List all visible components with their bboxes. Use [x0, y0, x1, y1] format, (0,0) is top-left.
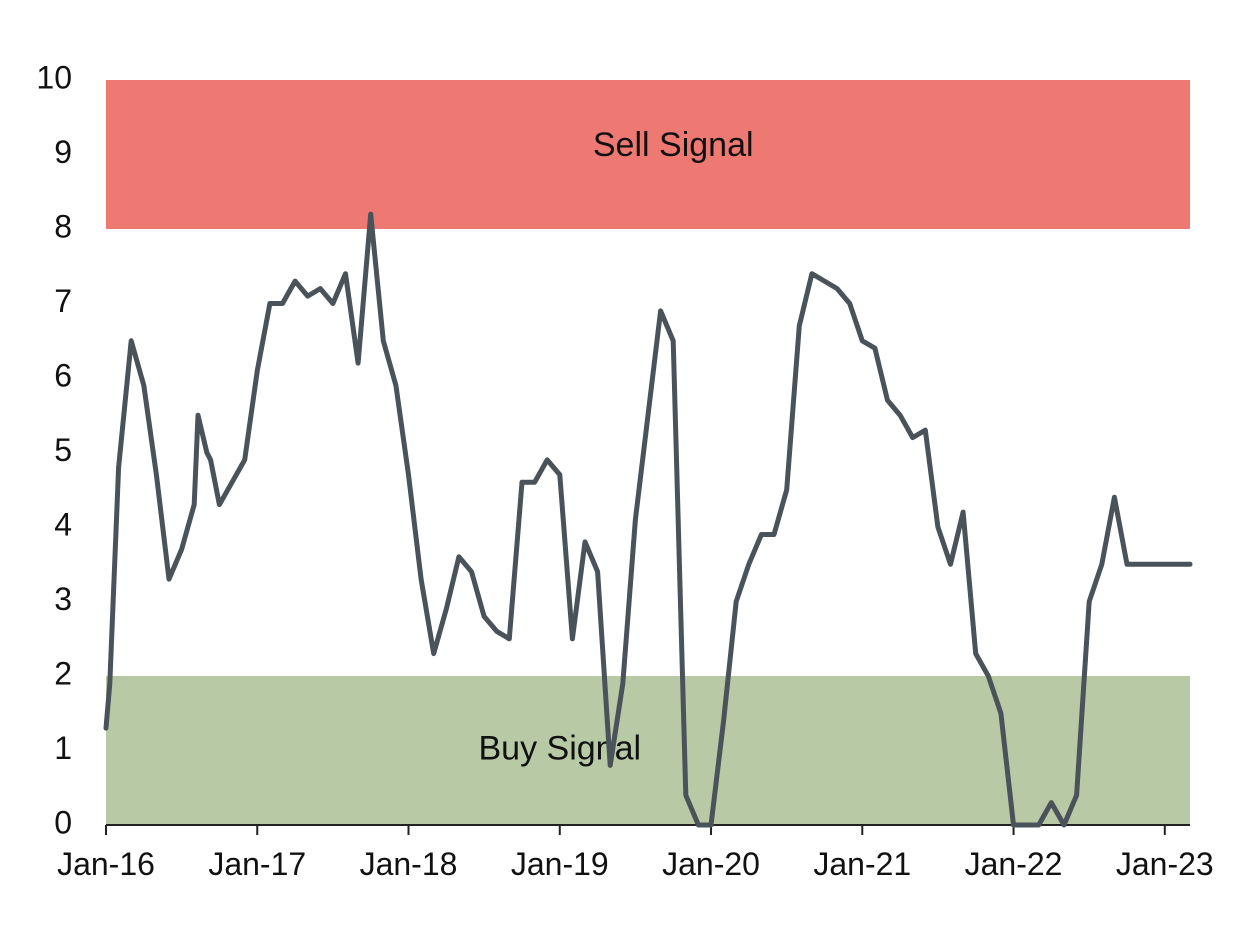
y-tick-label-6: 6: [54, 357, 72, 393]
buy-signal-band: [106, 676, 1190, 825]
y-tick-label-8: 8: [54, 208, 72, 244]
y-tick-label-10: 10: [36, 59, 72, 95]
y-axis-tick-labels: 0 1 2 3 4 5 6 7 8 9 10: [36, 59, 72, 840]
x-tick-label-jan-19: Jan-19: [511, 846, 609, 882]
x-tick-label-jan-21: Jan-21: [813, 846, 911, 882]
y-tick-label-5: 5: [54, 432, 72, 468]
x-tick-label-jan-23: Jan-23: [1116, 846, 1214, 882]
y-tick-label-3: 3: [54, 581, 72, 617]
x-tick-label-jan-17: Jan-17: [208, 846, 306, 882]
y-tick-label-0: 0: [54, 804, 72, 840]
x-axis-tick-labels: Jan-16 Jan-17 Jan-18 Jan-19 Jan-20 Jan-21 Jan-…: [57, 846, 1214, 882]
y-tick-label-1: 1: [54, 730, 72, 766]
x-axis-ticks: [105, 825, 1166, 835]
y-tick-label-7: 7: [54, 283, 72, 319]
x-tick-label-jan-20: Jan-20: [662, 846, 760, 882]
x-tick-label-jan-22: Jan-22: [965, 846, 1063, 882]
sell-signal-label: Sell Signal: [593, 126, 754, 164]
y-tick-label-2: 2: [54, 655, 72, 691]
signal-series-line: [103, 211, 1193, 828]
x-tick-label-jan-16: Jan-16: [57, 846, 155, 882]
x-tick-label-jan-18: Jan-18: [360, 846, 458, 882]
y-tick-label-4: 4: [54, 506, 72, 542]
y-tick-label-9: 9: [54, 134, 72, 170]
signal-bands: [106, 80, 1190, 825]
sell-signal-band: [106, 80, 1190, 229]
